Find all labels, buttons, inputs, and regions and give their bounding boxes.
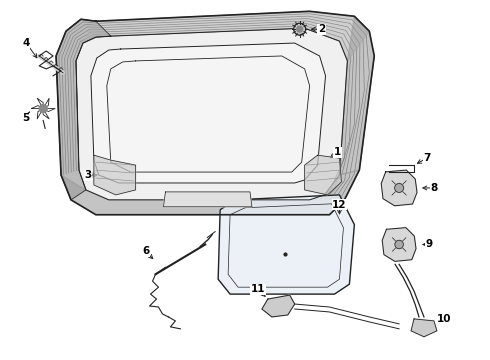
Text: 2: 2	[318, 24, 325, 34]
Text: 10: 10	[437, 314, 451, 324]
Polygon shape	[164, 192, 252, 207]
Polygon shape	[91, 43, 325, 183]
Polygon shape	[381, 170, 417, 206]
Polygon shape	[305, 155, 342, 195]
Text: 9: 9	[425, 239, 433, 249]
Polygon shape	[56, 19, 111, 200]
Text: 4: 4	[23, 38, 30, 48]
Text: 6: 6	[142, 247, 149, 256]
Text: 5: 5	[23, 113, 30, 123]
Polygon shape	[83, 11, 369, 61]
Polygon shape	[56, 11, 374, 215]
Text: 12: 12	[332, 200, 347, 210]
Circle shape	[394, 184, 404, 192]
Text: 8: 8	[430, 183, 438, 193]
Circle shape	[395, 240, 403, 249]
Text: 11: 11	[251, 284, 265, 294]
Text: 7: 7	[423, 153, 431, 163]
Circle shape	[297, 26, 303, 32]
Polygon shape	[61, 170, 359, 215]
Circle shape	[39, 105, 47, 113]
Polygon shape	[262, 295, 294, 317]
Polygon shape	[340, 16, 374, 175]
Text: 3: 3	[84, 170, 92, 180]
Polygon shape	[411, 319, 437, 337]
Polygon shape	[218, 195, 354, 294]
Polygon shape	[382, 228, 416, 261]
Circle shape	[294, 23, 306, 35]
Text: 1: 1	[334, 147, 341, 157]
Polygon shape	[94, 155, 136, 195]
